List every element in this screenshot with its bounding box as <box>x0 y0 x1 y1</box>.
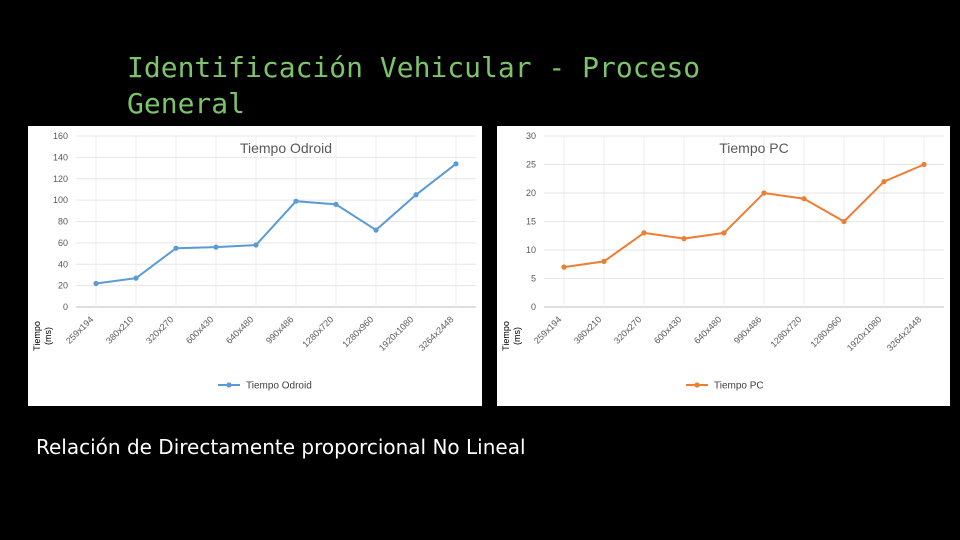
data-point <box>133 275 139 281</box>
y-tick-label: 140 <box>53 152 68 162</box>
y-tick-label: 30 <box>526 131 536 141</box>
slide-caption: Relación de Directamente proporcional No… <box>36 435 526 459</box>
y-tick-label: 40 <box>58 259 68 269</box>
data-point <box>453 161 459 167</box>
x-tick-label: 1280x960 <box>340 314 375 349</box>
y-tick-label: 25 <box>526 160 536 170</box>
series-line <box>563 163 925 269</box>
y-axis-label: Tiempo(ms) <box>501 321 522 351</box>
x-tick-label: 259x194 <box>532 314 563 345</box>
y-tick-label: 60 <box>58 238 68 248</box>
data-point <box>921 161 927 168</box>
x-tick-label: 990x486 <box>732 314 763 345</box>
data-point <box>841 218 847 225</box>
x-tick-label: 990x486 <box>264 314 295 345</box>
data-point <box>641 230 647 236</box>
data-point <box>173 245 179 251</box>
x-tick-label: 1280x960 <box>808 314 843 349</box>
y-tick-label: 0 <box>531 302 536 312</box>
x-tick-label: 640x480 <box>224 314 255 345</box>
series-line <box>95 162 457 285</box>
data-point <box>253 242 259 248</box>
legend-label: Tiempo Odroid <box>246 381 312 392</box>
y-tick-label: 120 <box>53 174 68 184</box>
chart-title: Tiempo PC <box>719 140 789 156</box>
x-tick-label: 1280x720 <box>768 314 803 349</box>
x-tick-label: 1920x1080 <box>377 314 416 353</box>
x-tick-label: 320x270 <box>144 314 175 345</box>
x-tick-label: 600x430 <box>184 314 215 345</box>
data-point <box>681 236 687 242</box>
y-tick-label: 0 <box>63 302 68 312</box>
legend-marker <box>226 382 232 388</box>
chart-pc: 0 5 10 15 20 25 30 Tiempo PC 259x194 380x210 320x2… <box>501 131 944 392</box>
x-tick-label: 1280x720 <box>300 314 335 349</box>
x-tick-label: 320x270 <box>612 314 643 345</box>
y-tick-label: 15 <box>526 217 536 227</box>
y-tick-label: 160 <box>53 131 68 141</box>
legend-marker <box>694 382 700 388</box>
chart-panel-pc: 0 5 10 15 20 25 30 Tiempo PC 259x194 380x210 320x2… <box>497 126 950 406</box>
legend-label: Tiempo PC <box>714 381 764 392</box>
data-point <box>881 179 887 185</box>
y-tick-label: 80 <box>58 217 68 227</box>
y-tick-label: 100 <box>53 195 68 205</box>
y-tick-label: 20 <box>526 188 536 198</box>
slide-title: Identificación Vehicular - Proceso Gener… <box>127 51 718 120</box>
x-tick-label: 1920x1080 <box>845 314 884 353</box>
x-tick-label: 600x430 <box>652 314 683 345</box>
x-tick-label: 3264x2448 <box>417 314 456 353</box>
data-point <box>213 244 219 250</box>
data-point <box>413 192 419 198</box>
x-tick-label: 3264x2448 <box>885 314 924 353</box>
y-tick-label: 20 <box>58 281 68 291</box>
data-point <box>721 230 727 236</box>
data-point <box>801 196 807 202</box>
chart-title: Tiempo Odroid <box>240 140 332 156</box>
chart-odroid: 0 20 40 60 80 100 120 140 160 Tiempo Odroid 259x19… <box>32 131 476 392</box>
data-point <box>293 198 299 204</box>
x-tick-label: 380x210 <box>104 314 135 345</box>
y-tick-label: 5 <box>531 274 536 284</box>
data-point <box>333 201 339 207</box>
data-point <box>561 264 567 270</box>
y-tick-label: 10 <box>526 245 536 255</box>
chart-panel-odroid: 0 20 40 60 80 100 120 140 160 Tiempo Odroid 259x19… <box>28 126 482 406</box>
data-point <box>93 280 99 287</box>
y-axis-label: Tiempo(ms) <box>32 321 53 351</box>
x-tick-label: 640x480 <box>692 314 723 345</box>
data-point <box>373 227 379 233</box>
data-point <box>761 190 767 196</box>
x-tick-label: 259x194 <box>64 314 95 345</box>
x-tick-label: 380x210 <box>572 314 603 345</box>
data-point <box>601 258 607 264</box>
